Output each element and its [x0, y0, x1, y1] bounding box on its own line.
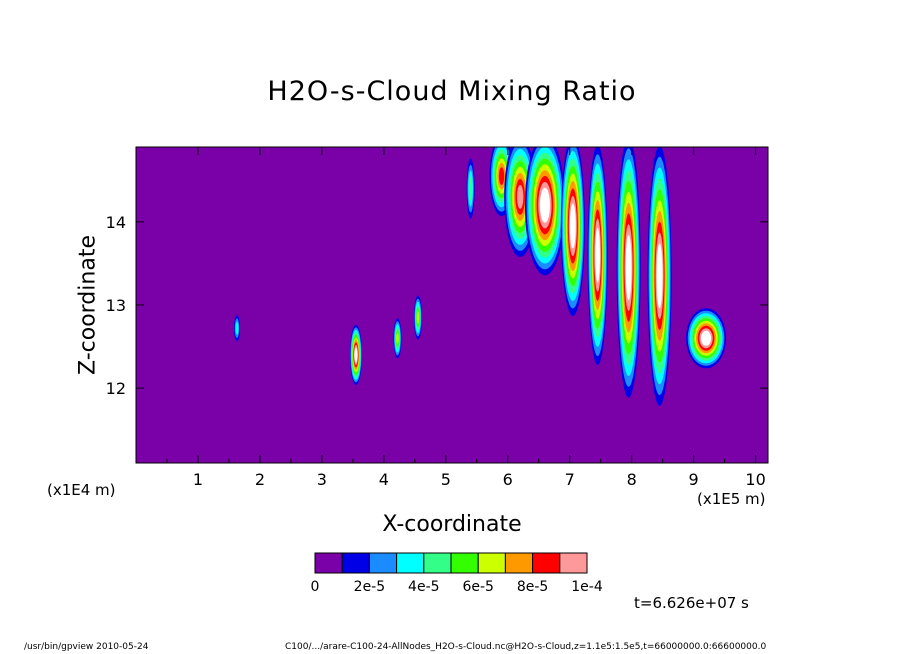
colorbar-cell	[450, 552, 479, 574]
contour-level	[570, 211, 575, 241]
x-axis-label: X-coordinate	[382, 512, 522, 537]
x-axis-unit: (x1E5 m)	[697, 490, 766, 508]
y-tick-label: 12	[106, 379, 126, 398]
x-tick-label: 1	[193, 470, 203, 489]
contour-level	[396, 332, 399, 344]
colorbar-cell	[423, 552, 452, 574]
colorbar-label: 6e-5	[462, 579, 493, 595]
colorbar-cell	[477, 552, 506, 574]
contour-feature	[349, 324, 362, 385]
y-axis-label: Z-coordinate	[75, 235, 101, 375]
x-tick-label: 8	[627, 470, 637, 489]
contour-feature	[413, 295, 422, 340]
footer-program: /usr/bin/gpview 2010-05-24	[24, 642, 149, 652]
footer-source: C100/.../arare-C100-24-AllNodes_H2O-s-Cl…	[285, 642, 767, 652]
contour-features	[233, 147, 727, 406]
y-axis-unit: (x1E4 m)	[47, 481, 116, 499]
colorbar-cell	[396, 552, 425, 574]
contour-level	[235, 321, 239, 335]
contour-level	[498, 167, 505, 185]
colorbar-label: 8e-5	[517, 579, 548, 595]
x-tick-label: 6	[503, 470, 513, 489]
colorbar-cell	[368, 552, 398, 574]
y-tick-label: 14	[106, 213, 126, 232]
contour-level	[516, 184, 524, 209]
contour-level	[416, 311, 420, 324]
contour-feature	[647, 147, 672, 406]
colorbar-cell	[532, 552, 561, 574]
colorbar-label: 1e-4	[571, 579, 603, 595]
colorbar-cell	[314, 552, 343, 574]
contour-feature	[560, 147, 585, 316]
colorbar-cell	[559, 552, 588, 574]
x-tick-label: 7	[565, 470, 575, 489]
contour-level	[468, 176, 473, 201]
y-tick-label: 13	[106, 296, 126, 315]
contour-level	[354, 349, 357, 360]
contour-feature	[587, 147, 608, 366]
x-tick-label: 5	[441, 470, 451, 489]
contour-level	[702, 333, 710, 344]
contour-feature	[524, 147, 565, 276]
x-tick-label: 10	[745, 470, 765, 489]
contour-level	[541, 193, 549, 217]
colorbar-label: 0	[311, 579, 320, 595]
contour-level	[595, 236, 600, 274]
colorbar-label: 4e-5	[408, 579, 439, 595]
plot-background	[136, 147, 768, 463]
contour-feature	[466, 158, 475, 219]
x-tick-label: 4	[379, 470, 389, 489]
contour-level	[657, 254, 662, 298]
colorbar-label: 2e-5	[354, 579, 385, 595]
x-tick-label: 2	[255, 470, 265, 489]
x-tick-label: 3	[317, 470, 327, 489]
contour-level	[626, 245, 631, 290]
contour-feature	[616, 147, 641, 398]
colorbar-frame	[314, 552, 588, 574]
time-label: t=6.626e+07 s	[634, 594, 749, 612]
colorbar: 0 2e-5 4e-5 6e-5 8e-5 1e-4	[311, 552, 603, 595]
chart-title: H2O-s-Cloud Mixing Ratio	[267, 76, 637, 107]
colorbar-cell	[504, 552, 534, 574]
colorbar-cell	[341, 552, 370, 574]
contour-feature	[686, 308, 727, 369]
contour-feature	[393, 318, 402, 359]
x-tick-label: 9	[689, 470, 699, 489]
contour-feature	[233, 315, 240, 342]
